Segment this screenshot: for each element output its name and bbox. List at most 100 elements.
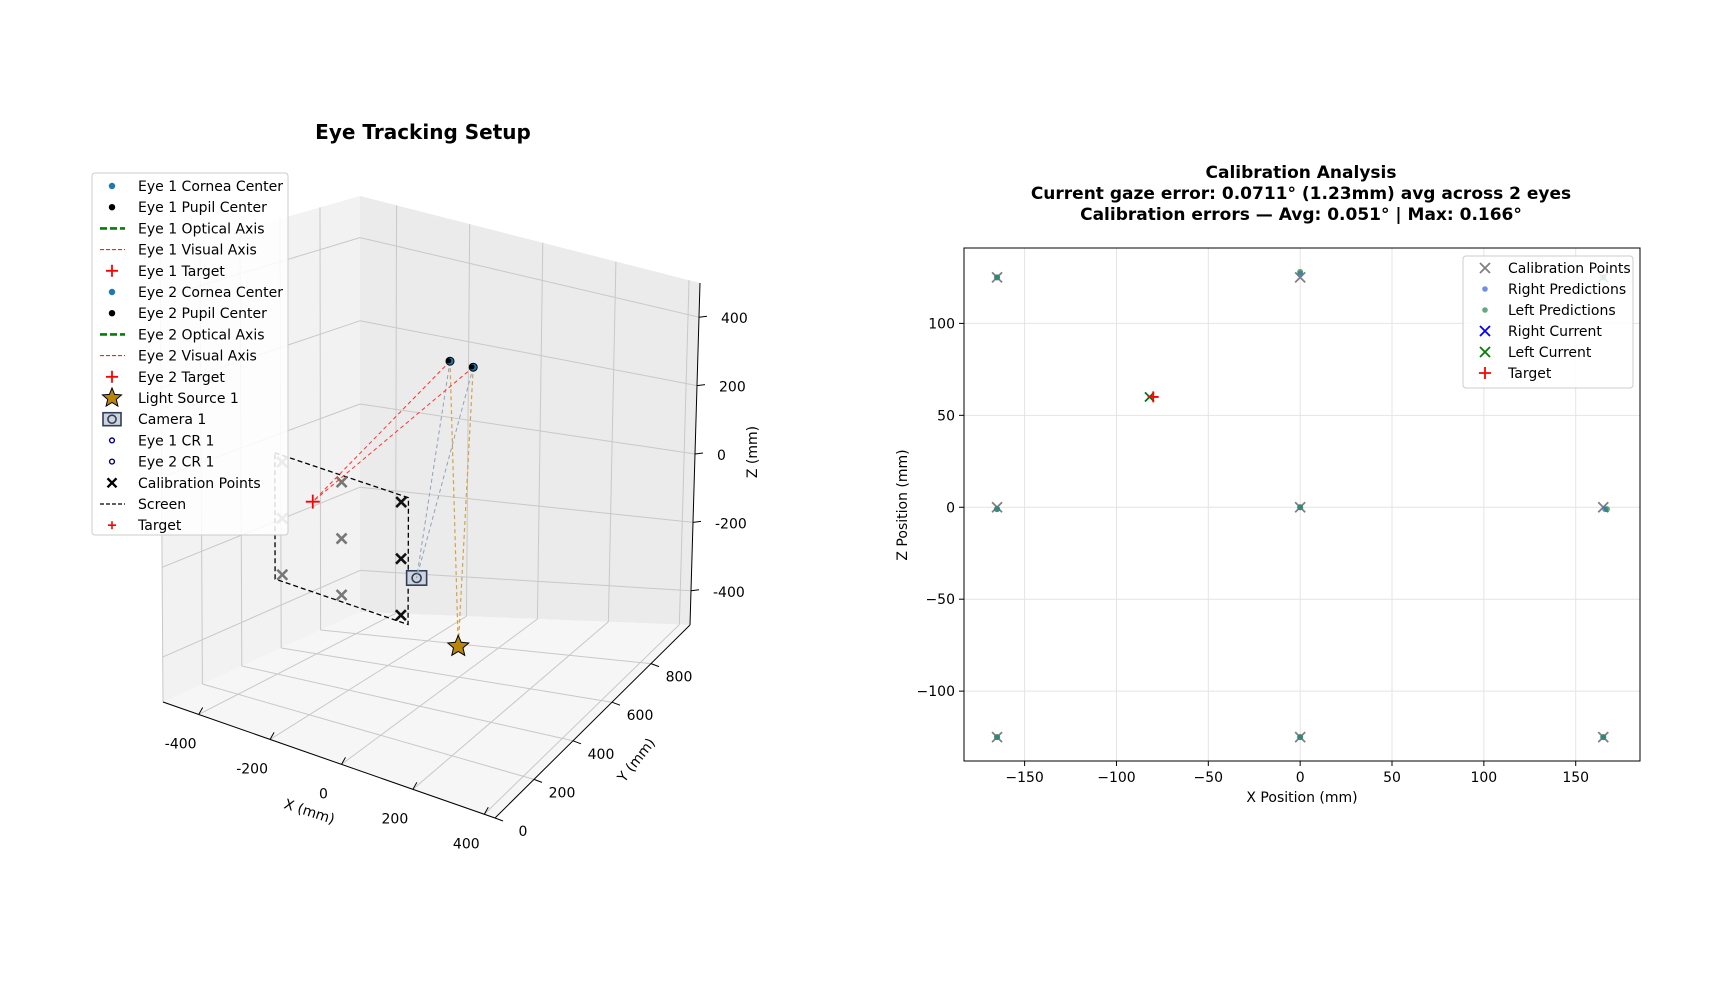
- x-axis-label: X (mm): [282, 797, 337, 828]
- x-axis-line: [162, 701, 496, 819]
- legend-label: Eye 2 Target: [138, 370, 225, 386]
- legend-label: Eye 1 Visual Axis: [138, 243, 257, 259]
- back-pane: [360, 196, 700, 625]
- y-tick-label: −100: [917, 684, 955, 700]
- left-predictions-point: [1297, 268, 1304, 275]
- x-tick: [341, 757, 346, 765]
- legend-marker-plus: [106, 370, 118, 383]
- right-chart-title: Calibration Analysis: [1206, 163, 1397, 183]
- calibration-point: [335, 589, 348, 601]
- floor-grid-y: [281, 647, 613, 703]
- x-tick-label: −50: [1194, 770, 1224, 786]
- z-tick: [698, 315, 708, 318]
- light-ray-2: [457, 367, 474, 647]
- z-tick: [690, 589, 700, 592]
- floor-grid-x: [341, 618, 538, 765]
- x-tick-label: 50: [1383, 770, 1401, 786]
- calibration-points-point: [1294, 271, 1306, 284]
- legend-label: Right Predictions: [1508, 282, 1626, 298]
- y-tick-label: 50: [937, 408, 955, 424]
- light-source-1-star: [446, 634, 470, 657]
- legend-label: Eye 1 CR 1: [138, 433, 214, 449]
- floor-grid-y: [320, 629, 652, 665]
- legend-marker-dot: [108, 204, 116, 211]
- legend-marker-plus: [106, 264, 118, 277]
- legend-marker-star: [101, 386, 123, 408]
- back-grid-z: [359, 237, 700, 318]
- legend-label: Eye 2 Visual Axis: [138, 349, 257, 365]
- left-predictions-point: [1600, 734, 1607, 741]
- y-axis-label: Y (mm): [614, 735, 659, 786]
- legend-label: Left Current: [1508, 345, 1592, 361]
- legend-label: Eye 2 Pupil Center: [138, 306, 267, 322]
- x-tick-label: 0: [1296, 770, 1305, 786]
- 2d-legend: Calibration Points Right Predictions Left …: [1462, 255, 1634, 389]
- z-tick: [696, 384, 706, 387]
- light-ray-1: [449, 361, 459, 647]
- legend-label: Calibration Points: [1508, 261, 1631, 277]
- y-tick-label: 400: [588, 747, 615, 763]
- calibration-point: [395, 552, 407, 565]
- floor-grid-x: [483, 624, 680, 815]
- x-tick-label: 400: [453, 836, 480, 852]
- z-tick: [694, 452, 704, 455]
- camera-1-icon-lens: [411, 572, 422, 584]
- calibration-point: [276, 568, 289, 581]
- legend-label: Eye 1 Target: [138, 264, 225, 280]
- floor-grid-x: [198, 612, 396, 715]
- legend-label: Screen: [138, 497, 186, 513]
- x-tick-label: 200: [382, 811, 409, 827]
- legend-marker-right-predictions: [1482, 286, 1488, 292]
- back-grid-z: [359, 486, 694, 523]
- y-tick-label: 0: [946, 500, 955, 516]
- legend-label: Camera 1: [138, 412, 206, 428]
- legend-marker-left-predictions: [1482, 307, 1488, 313]
- left-predictions-point: [1297, 504, 1304, 511]
- left-predictions-point: [994, 274, 1001, 281]
- right-chart-subtitle-1: Current gaze error: 0.0711° (1.23mm) avg…: [1031, 184, 1571, 204]
- back-grid-z: [359, 320, 698, 387]
- legend-marker-target: [1479, 367, 1491, 379]
- x-tick-label: −150: [1005, 770, 1043, 786]
- legend-marker-calibration-points: [1479, 262, 1491, 274]
- legend-marker-plus-small: [108, 521, 116, 530]
- z-axis-label: Z (mm): [745, 426, 761, 478]
- legend-marker-dot: [108, 310, 116, 317]
- legend-marker-dot: [108, 288, 116, 296]
- legend-marker-dot: [108, 182, 116, 190]
- floor-grid-y: [241, 665, 574, 742]
- y-tick-label: 800: [666, 670, 693, 686]
- y-tick-label: 200: [549, 785, 576, 801]
- legend-label: Eye 1 Optical Axis: [138, 221, 265, 237]
- y-tick-label: 600: [627, 708, 654, 724]
- camera-ray-2: [416, 367, 474, 579]
- y-tick: [650, 663, 660, 668]
- legend-marker-ring: [108, 458, 116, 465]
- calibration-analysis-plot: Calibration Analysis Current gaze error:…: [895, 163, 1641, 806]
- legend-label: Left Predictions: [1508, 303, 1616, 319]
- y-tick: [533, 778, 543, 783]
- z-tick: [692, 520, 702, 523]
- back-grid-z: [359, 403, 696, 455]
- y-tick: [572, 740, 582, 745]
- z-position-label: Z Position (mm): [895, 449, 911, 560]
- x-tick-label: −100: [1097, 770, 1135, 786]
- x-tick-label: 0: [319, 786, 328, 802]
- y-tick: [611, 701, 621, 706]
- calibration-point: [394, 609, 407, 622]
- legend-marker-left-current: [1479, 346, 1491, 358]
- left-chart-title: Eye Tracking Setup: [315, 120, 531, 144]
- 3d-setup-plot: Eye Tracking Setup -400 -200 0 200 400 0 200 40…: [91, 120, 761, 852]
- legend-label: Eye 1 Cornea Center: [138, 179, 283, 195]
- x-tick-label: -400: [165, 736, 197, 752]
- legend-label: Light Source 1: [138, 391, 239, 407]
- visual-axis-1: [312, 360, 451, 503]
- z-tick-label: 0: [717, 448, 726, 464]
- z-tick-label: -400: [713, 585, 745, 601]
- calibration-point: [335, 476, 348, 488]
- x-tick-label: 150: [1562, 770, 1589, 786]
- legend-label: Eye 2 Cornea Center: [138, 285, 283, 301]
- floor-grid-x: [412, 621, 609, 790]
- legend-marker-camera-body: [102, 411, 122, 427]
